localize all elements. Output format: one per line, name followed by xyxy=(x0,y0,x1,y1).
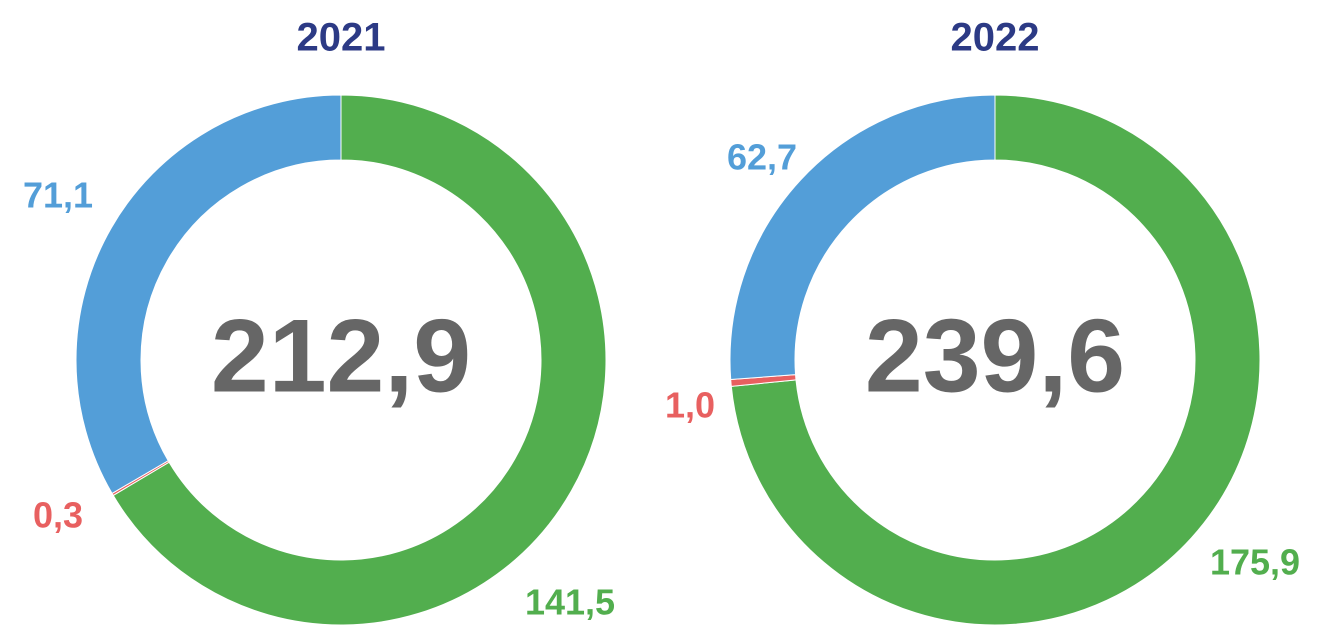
donut-segment xyxy=(729,94,996,380)
chart-title: 2021 xyxy=(297,16,386,60)
center-total: 239,6 xyxy=(865,298,1125,414)
data-label: 175,9 xyxy=(1210,542,1300,583)
center-total: 212,9 xyxy=(211,298,471,414)
data-label: 62,7 xyxy=(727,137,797,178)
data-label: 71,1 xyxy=(23,175,93,216)
data-label: 141,5 xyxy=(525,582,615,623)
donut-segment xyxy=(112,94,607,626)
data-label: 0,3 xyxy=(33,495,83,536)
chart-title: 2022 xyxy=(951,16,1040,60)
donut-segment xyxy=(75,94,342,495)
data-label: 1,0 xyxy=(665,385,715,426)
donut-segment xyxy=(730,94,1261,626)
